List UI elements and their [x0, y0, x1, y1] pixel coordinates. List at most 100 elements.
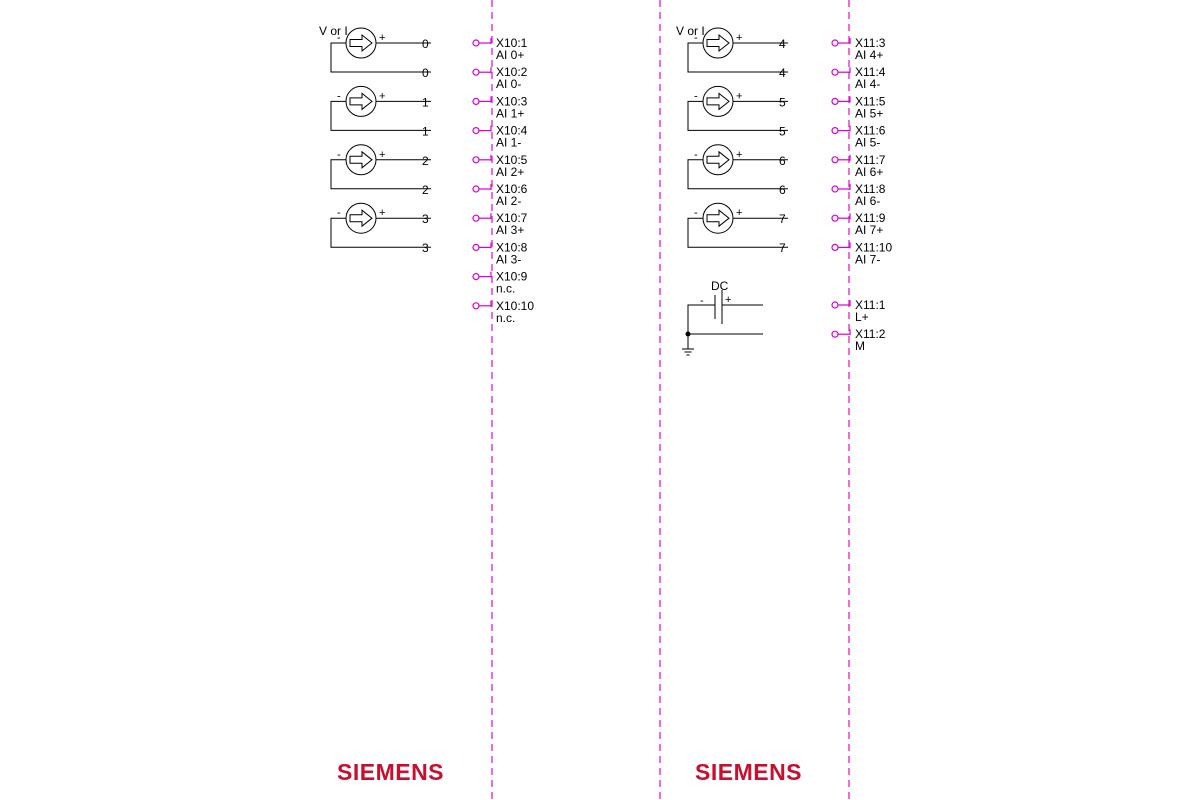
return-wire [687, 100, 788, 131]
return-wire [687, 159, 788, 190]
channel-number-plus: 6 [779, 154, 786, 168]
source-type-label: V or I [319, 24, 348, 38]
return-wire [330, 100, 431, 131]
terminal-name: AI 2+ [496, 165, 524, 179]
siemens-logo: SIEMENS [695, 759, 802, 785]
channel-number-plus: 3 [422, 212, 429, 226]
terminal-icon [472, 214, 480, 222]
polarity-minus: - [694, 207, 698, 219]
module-boundaries [491, 0, 850, 800]
polarity-plus: + [736, 207, 742, 219]
terminal-icon [831, 68, 839, 76]
terminal-icon [831, 243, 839, 251]
terminal-supply-0: X11:1L+ [831, 298, 886, 324]
terminal-name: AI 1+ [496, 106, 524, 120]
terminal-id: X10:3 [496, 94, 528, 108]
terminal-icon [472, 273, 480, 281]
channel-number-minus: 5 [779, 124, 786, 138]
terminal-4: X10:5AI 2+ [472, 153, 528, 179]
terminal-2: X10:3AI 1+ [472, 94, 528, 120]
terminal-4: X11:7AI 6+ [831, 153, 886, 179]
terminal-id: X10:7 [496, 211, 528, 225]
polarity-plus: + [379, 90, 385, 102]
terminal-name: n.c. [496, 282, 515, 296]
channel-number-plus: 7 [779, 212, 786, 226]
channel-number-minus: 6 [779, 183, 786, 197]
terminal-icon [831, 214, 839, 222]
terminal-1: X10:2AI 0- [472, 65, 528, 91]
terminal-3: X11:6AI 5- [831, 124, 886, 150]
terminal-icon [831, 185, 839, 193]
terminal-id: X11:7 [855, 153, 886, 167]
terminal-name: n.c. [496, 311, 515, 325]
terminal-icon [831, 127, 839, 135]
terminal-3: X10:4AI 1- [472, 124, 528, 150]
polarity-plus: + [379, 32, 385, 44]
terminal-name: AI 0- [496, 77, 521, 91]
terminal-7: X10:8AI 3- [472, 240, 528, 266]
terminal-icon [472, 156, 480, 164]
polarity-minus: - [337, 90, 341, 102]
polarity-plus: + [736, 149, 742, 161]
polarity-plus: + [736, 90, 742, 102]
terminal-name: AI 5+ [855, 106, 883, 120]
terminal-0: X11:3AI 4+ [831, 36, 886, 62]
dc-plus: + [725, 294, 731, 306]
channel-number-plus: 4 [779, 37, 786, 51]
terminal-9: X10:10n.c. [472, 299, 534, 325]
terminal-id: X10:9 [496, 270, 528, 284]
supply-m-wire [687, 304, 763, 335]
sensor-source-0: - + V or I [676, 24, 788, 73]
terminal-id: X10:2 [496, 65, 528, 79]
polarity-plus: + [379, 207, 385, 219]
terminal-id: X11:10 [855, 240, 892, 254]
terminal-icon [831, 39, 839, 47]
dc-supply: DC- + [682, 279, 763, 356]
arrow-icon [349, 92, 373, 111]
polarity-minus: - [337, 32, 341, 44]
terminal-icon [472, 127, 480, 135]
terminal-id: X11:9 [855, 211, 886, 225]
terminal-id: X11:1 [855, 298, 886, 312]
terminal-icon [472, 68, 480, 76]
terminal-0: X10:1AI 0+ [472, 36, 528, 62]
terminal-name: AI 4- [855, 77, 880, 91]
terminal-6: X10:7AI 3+ [472, 211, 528, 237]
channel-number-plus: 0 [422, 37, 429, 51]
terminal-name: AI 6+ [855, 165, 883, 179]
terminal-icon [831, 330, 839, 338]
terminal-id: X11:5 [855, 94, 886, 108]
polarity-minus: - [694, 32, 698, 44]
terminal-name: AI 6- [855, 194, 880, 208]
arrow-icon [706, 33, 730, 53]
channel-number-minus: 0 [422, 66, 429, 80]
terminal-name: AI 1- [496, 136, 521, 150]
channel-number-minus: 1 [422, 124, 429, 138]
arrow-icon [349, 150, 373, 169]
terminal-name: AI 4+ [855, 48, 883, 62]
terminal-id: X11:4 [855, 65, 886, 79]
terminal-id: X11:3 [855, 36, 886, 50]
sensor-source-3: - + [687, 202, 788, 248]
return-wire [330, 42, 431, 73]
polarity-minus: - [694, 149, 698, 161]
arrow-icon [706, 92, 730, 111]
sensor-source-2: - + [687, 144, 788, 190]
terminal-supply-1: X11:2M [831, 327, 886, 353]
terminal-name: AI 0+ [496, 48, 524, 62]
return-wire [687, 42, 788, 73]
polarity-plus: + [379, 149, 385, 161]
return-wire [687, 217, 788, 248]
terminal-name: L+ [855, 310, 869, 324]
terminal-icon [472, 243, 480, 251]
channel-number-plus: 1 [422, 95, 429, 109]
terminal-name: AI 3+ [496, 223, 524, 237]
terminal-5: X10:6AI 2- [472, 182, 528, 208]
source-type-label: V or I [676, 24, 705, 38]
terminal-id: X10:4 [496, 124, 528, 138]
